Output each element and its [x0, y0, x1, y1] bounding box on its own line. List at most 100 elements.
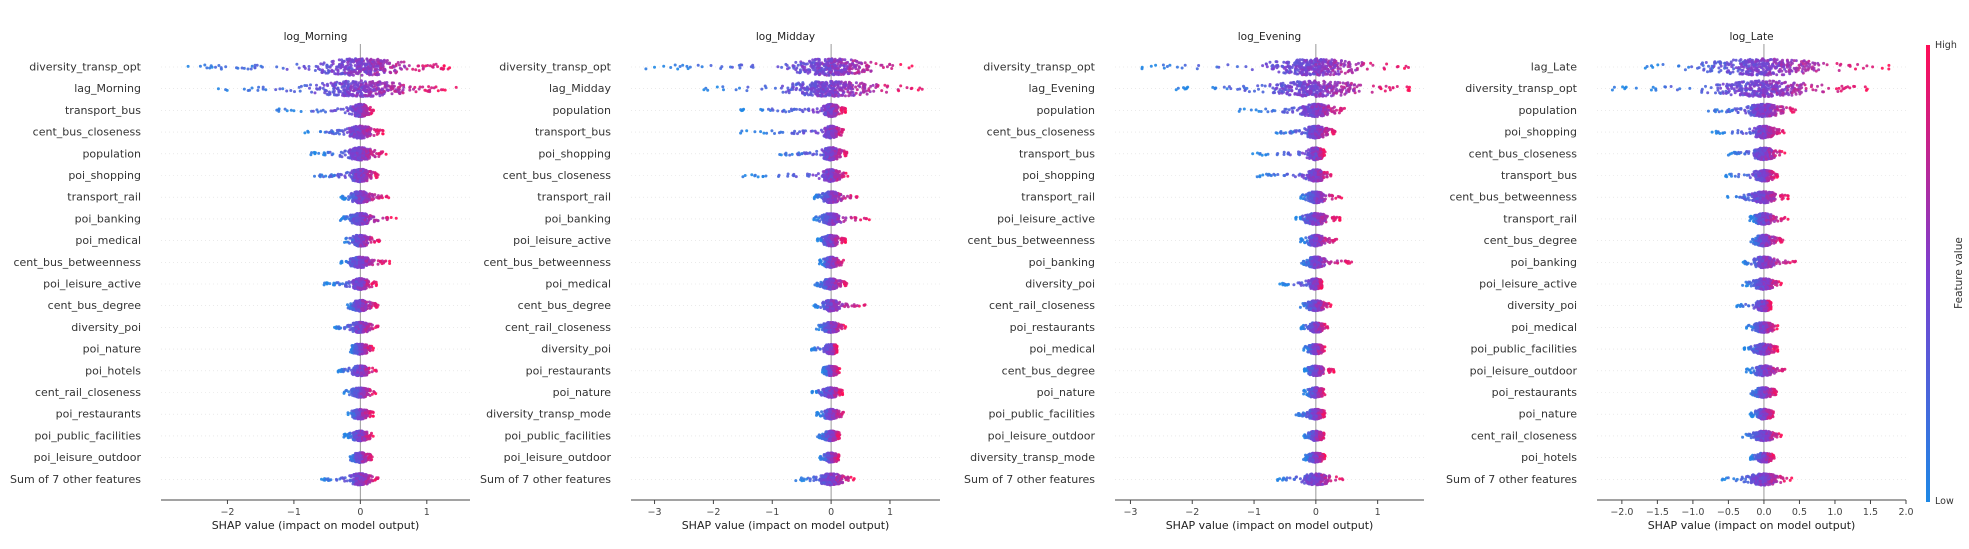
shap-point: [364, 66, 368, 70]
shap-point: [394, 62, 398, 66]
shap-point: [323, 91, 327, 95]
shap-point: [389, 216, 393, 219]
shap-point: [357, 222, 361, 225]
shap-point: [360, 234, 364, 238]
shap-point: [356, 212, 359, 216]
shap-point: [381, 93, 384, 97]
shap-point: [347, 91, 351, 95]
shap-point: [309, 153, 313, 157]
shap-point: [390, 92, 394, 96]
shap-point: [394, 216, 398, 220]
shap-point: [353, 132, 356, 136]
shap-point: [297, 66, 301, 70]
shap-point: [369, 176, 373, 180]
shap-point: [378, 63, 382, 67]
feature-swarm: [346, 298, 380, 313]
feature-label: poi_hotels: [85, 364, 141, 377]
shap-point: [307, 65, 311, 68]
shap-point: [384, 259, 388, 263]
shap-point: [355, 93, 359, 97]
shap-point: [351, 200, 355, 204]
shap-point: [367, 304, 371, 307]
shap-point: [308, 86, 311, 90]
shap-point: [356, 168, 360, 172]
shap-point: [325, 82, 329, 86]
shap-point: [359, 200, 363, 204]
shap-point: [349, 133, 353, 137]
shap-point: [340, 72, 344, 76]
shap-point: [346, 170, 349, 174]
shap-point: [436, 65, 440, 69]
shap-point: [345, 240, 348, 244]
shap-point: [313, 174, 316, 178]
shap-point: [352, 278, 356, 282]
shap-point: [355, 114, 359, 118]
feature-swarm: [342, 429, 375, 443]
shap-point: [336, 370, 340, 374]
shap-point: [360, 58, 364, 62]
shap-point: [360, 343, 364, 347]
shap-point: [441, 67, 445, 71]
shap-point: [333, 325, 336, 329]
shap-point: [295, 62, 299, 66]
shap-point: [365, 282, 369, 286]
shap-point: [352, 217, 355, 221]
shap-point: [355, 351, 359, 355]
feature-swarm: [313, 167, 380, 184]
shap-point: [421, 66, 425, 70]
shap-point: [346, 436, 350, 439]
shap-point: [285, 67, 289, 71]
shap-point: [332, 87, 336, 91]
shap-point: [355, 258, 359, 262]
shap-point: [359, 79, 363, 83]
shap-point: [411, 67, 415, 71]
shap-point: [325, 63, 329, 67]
shap-point: [314, 64, 318, 68]
shap-point: [327, 65, 331, 69]
feature-swarm: [303, 124, 385, 140]
shap-point: [360, 307, 364, 311]
shap-point: [322, 153, 326, 157]
shap-point: [345, 131, 349, 134]
shap-point: [436, 89, 440, 93]
shap-point: [216, 87, 220, 91]
shap-point: [350, 238, 354, 242]
shap-point: [388, 65, 392, 69]
shap-point: [375, 152, 378, 155]
shap-point: [402, 85, 406, 89]
shap-point: [365, 179, 369, 183]
shap-point: [354, 86, 358, 90]
shap-point: [372, 220, 376, 224]
shap-point: [417, 69, 421, 73]
shap-point: [313, 69, 317, 72]
feature-swarm: [339, 255, 392, 269]
shap-point: [360, 278, 364, 281]
shap-point: [421, 85, 425, 89]
shap-point: [261, 85, 265, 89]
shap-point: [343, 149, 347, 153]
shap-point: [361, 413, 365, 417]
shap-point: [365, 243, 368, 247]
shap-point: [357, 58, 360, 61]
shap-point: [360, 237, 364, 241]
shap-point: [359, 192, 363, 196]
shap-point: [350, 58, 354, 62]
shap-point: [298, 89, 302, 93]
shap-point: [431, 65, 434, 69]
shap-point: [358, 213, 362, 217]
shap-point: [387, 62, 391, 66]
shap-point: [417, 87, 421, 91]
shap-point: [370, 285, 374, 289]
shap-point: [357, 279, 361, 283]
shap-point: [343, 367, 347, 371]
shap-point: [337, 58, 341, 62]
shap-point: [327, 93, 331, 97]
shap-point: [366, 237, 369, 241]
shap-point: [372, 61, 376, 65]
shap-point: [336, 325, 339, 329]
shap-point: [299, 110, 303, 113]
shap-point: [454, 85, 458, 89]
shap-point: [331, 152, 335, 156]
shap-point: [346, 80, 350, 84]
